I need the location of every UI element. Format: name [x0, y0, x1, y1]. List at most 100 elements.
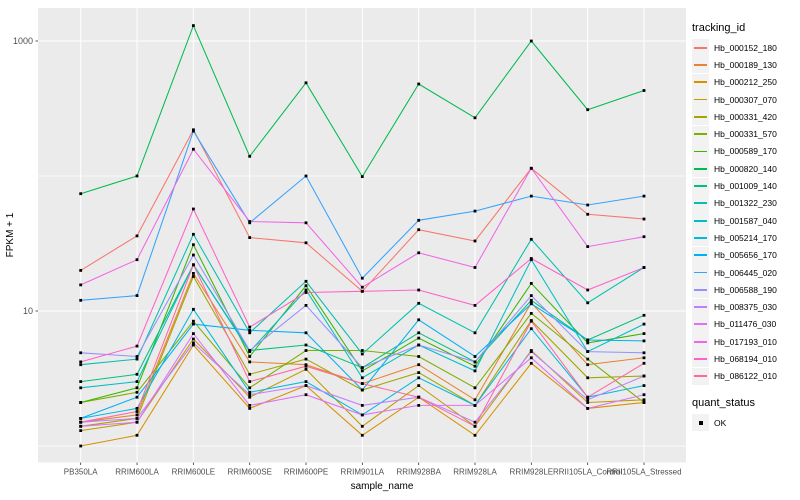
data-point [417, 384, 421, 387]
data-point [248, 390, 252, 394]
data-point [586, 341, 590, 345]
data-point [642, 313, 646, 317]
data-point [135, 294, 139, 297]
data-point [473, 364, 477, 368]
data-point [417, 371, 421, 374]
data-point [529, 356, 533, 360]
x-tick-label: RRIM928LA [453, 468, 497, 477]
legend-entry-label: Hb_001322_230 [714, 198, 777, 209]
data-point [192, 232, 195, 236]
data-point [304, 331, 308, 335]
data-point [473, 386, 477, 390]
data-point [79, 420, 83, 424]
legend-entry-Hb_000331_570: Hb_000331_570 [692, 125, 798, 143]
data-point [529, 194, 533, 198]
legend-key-swatch [692, 73, 709, 91]
data-point [473, 398, 477, 402]
data-point [586, 212, 590, 216]
data-point [192, 322, 195, 326]
data-point [473, 331, 477, 335]
legend-key-line [694, 202, 707, 205]
data-point [135, 386, 139, 390]
data-point [642, 393, 646, 397]
legend-entry-Hb_006588_190: Hb_006588_190 [692, 281, 798, 299]
data-point [417, 301, 421, 305]
data-point [417, 288, 421, 292]
legend-key-line [694, 358, 707, 360]
data-point [360, 289, 364, 293]
legend-key-line [694, 375, 707, 378]
legend-entry-Hb_000152_180: Hb_000152_180 [692, 39, 798, 57]
legend-entry-label: OK [714, 417, 727, 428]
data-point [529, 257, 533, 260]
data-point [417, 376, 421, 380]
data-points [79, 24, 646, 448]
data-point [192, 129, 195, 133]
legend-entry-Hb_006445_020: Hb_006445_020 [692, 264, 798, 281]
data-point [586, 398, 590, 402]
data-point [473, 369, 477, 373]
data-point [79, 386, 83, 390]
data-point [304, 393, 308, 397]
data-point [135, 395, 139, 399]
data-point [529, 166, 533, 170]
data-point [417, 218, 421, 222]
legend-key-line [694, 271, 707, 274]
data-point [586, 401, 590, 404]
legend-key-line [694, 306, 707, 308]
legend-key-line [694, 340, 707, 343]
legend-entry-Hb_086122_010: Hb_086122_010 [692, 367, 798, 385]
data-point [248, 220, 252, 223]
data-point [473, 266, 477, 269]
data-point [473, 239, 477, 243]
data-point [304, 343, 308, 347]
legend-entry-label: Hb_000589_170 [714, 146, 777, 157]
legend-key-swatch [692, 414, 709, 432]
data-point [135, 357, 139, 361]
legend-entry-label: Hb_001587_040 [714, 215, 777, 226]
legend-key-line [694, 46, 707, 49]
data-point [304, 284, 308, 288]
legend-key-swatch [692, 264, 709, 281]
legend-entry-label: Hb_000820_140 [714, 163, 777, 174]
data-point [248, 236, 252, 239]
data-point [417, 331, 421, 335]
data-point [192, 307, 195, 311]
data-point [79, 192, 83, 196]
data-point [529, 350, 533, 353]
data-point [642, 266, 646, 269]
data-point [642, 332, 646, 335]
legend-title-quant-status: quant_status [692, 396, 755, 409]
data-point [586, 376, 590, 380]
data-point [192, 253, 195, 257]
data-point [642, 322, 646, 326]
legend-key-swatch [692, 160, 709, 178]
legend-entry-label: Hb_006588_190 [714, 284, 777, 295]
legend-entry-Hb_000820_140: Hb_000820_140 [692, 160, 798, 178]
data-point [360, 413, 364, 417]
data-point [586, 245, 590, 248]
legend-entry-label: Hb_000331_570 [714, 129, 777, 140]
data-point [248, 331, 252, 335]
legend-key-swatch [692, 350, 709, 368]
legend-key-swatch [692, 281, 709, 299]
legend-key-swatch [692, 108, 709, 126]
legend-key-line [694, 167, 707, 170]
legend-entry-label: Hb_000152_180 [714, 42, 777, 53]
data-point [529, 319, 533, 323]
legend-entry-label: Hb_017193_010 [714, 336, 777, 347]
x-tick-label: RRIM901LA [341, 468, 385, 477]
data-point [192, 337, 195, 341]
legend-key-line [694, 254, 707, 257]
data-point [529, 298, 533, 302]
data-point [135, 410, 139, 413]
data-point [248, 372, 252, 376]
data-point [135, 380, 139, 383]
data-point [304, 241, 308, 245]
legend-key-point [698, 420, 703, 425]
x-tick-label: RRII105LA_Stressed [606, 468, 681, 477]
data-point [360, 276, 364, 280]
data-point [304, 357, 308, 361]
legend-key-swatch [692, 229, 709, 247]
